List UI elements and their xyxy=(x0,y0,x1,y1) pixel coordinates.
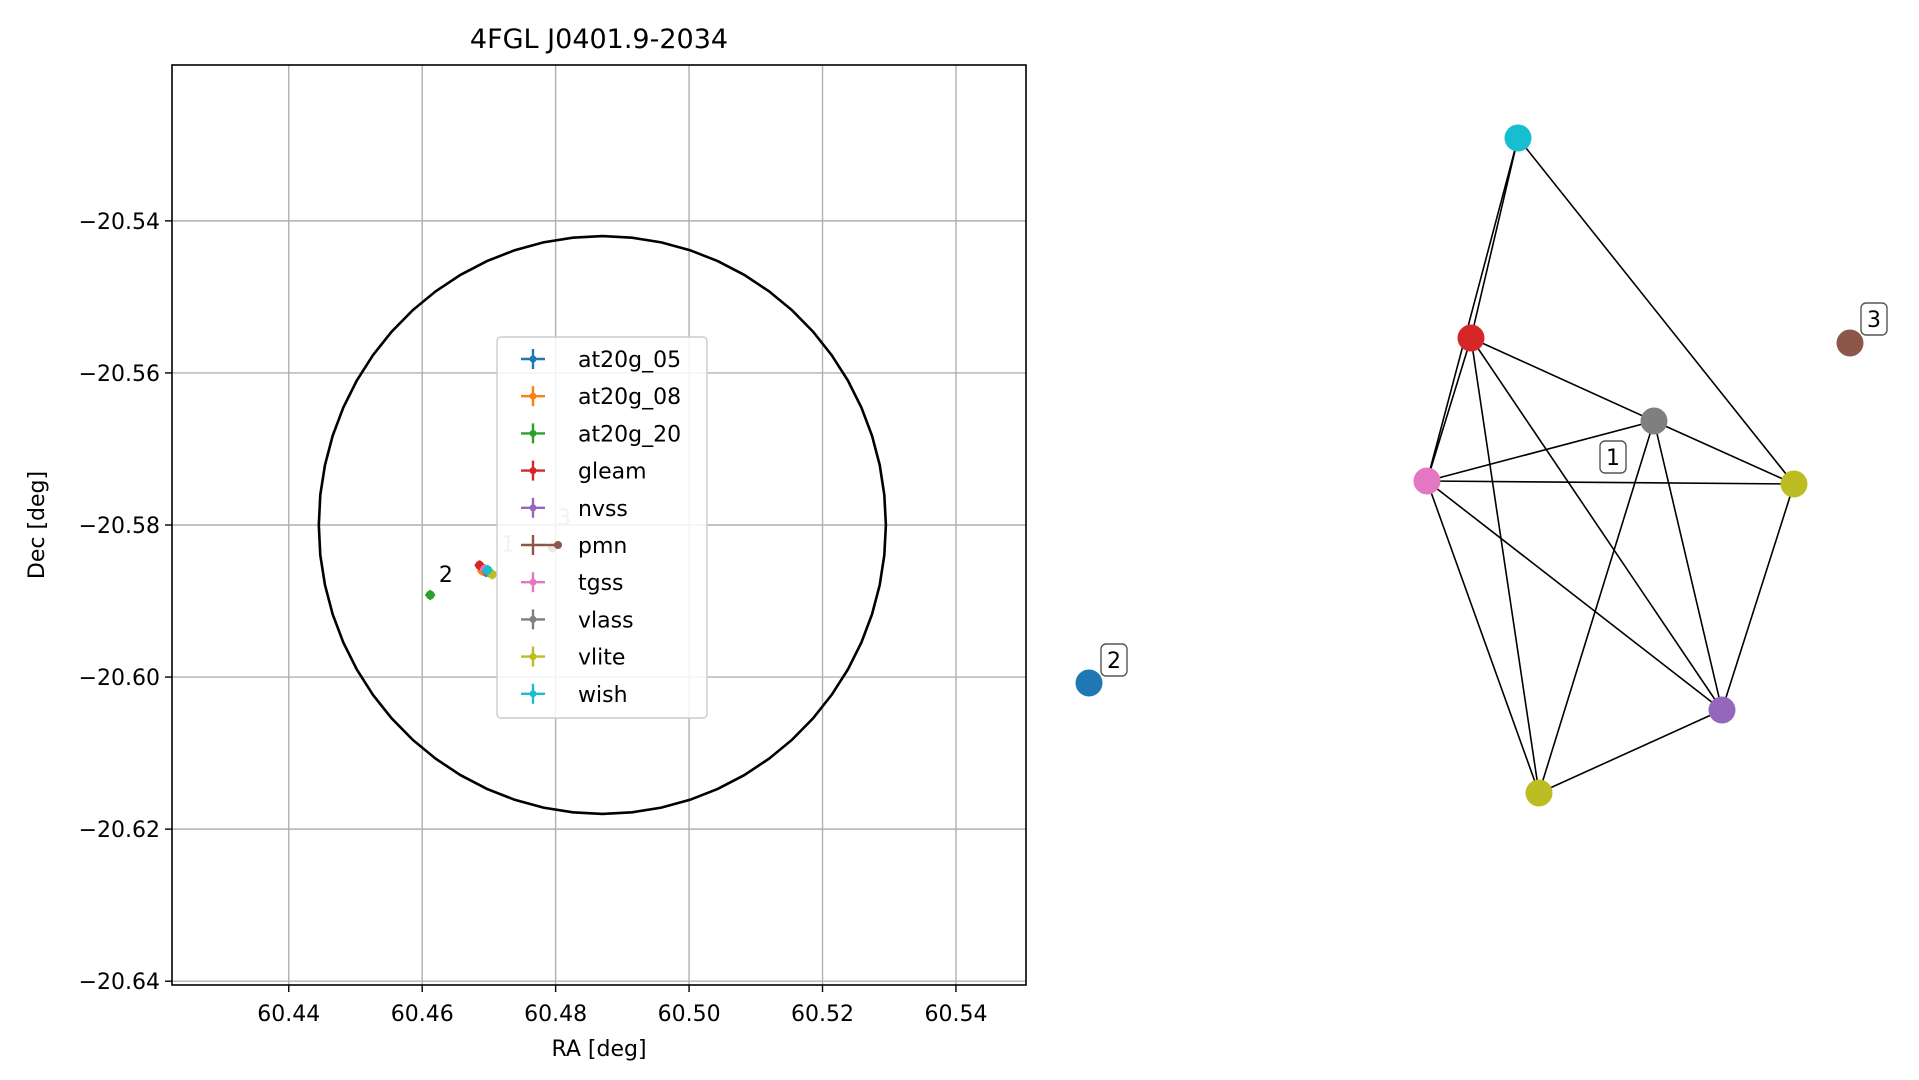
legend-handle-at20g_20-dot xyxy=(529,429,537,437)
y-tick-label: −20.58 xyxy=(79,514,160,539)
legend-label-vlass: vlass xyxy=(578,608,634,633)
legend-label-nvss: nvss xyxy=(578,497,628,522)
edge-gleam-vlite_b xyxy=(1470,337,1540,794)
x-axis-ticks: 60.44 60.46 60.48 60.50 60.52 60.54 xyxy=(257,985,987,1027)
legend-label-at20g_05: at20g_05 xyxy=(578,348,681,373)
node-pmn xyxy=(1836,329,1864,357)
x-tick-label: 60.50 xyxy=(658,1002,721,1027)
network-label-box xyxy=(1100,643,1128,677)
legend-handle-tgss-dot xyxy=(529,578,537,586)
network-label-box xyxy=(1860,302,1888,336)
edge-vlass-nvss xyxy=(1653,420,1723,711)
legend-handle-gleam-dot xyxy=(529,467,537,475)
edge-wish-vlite_a xyxy=(1517,137,1795,485)
legend-label-pmn: pmn xyxy=(578,534,627,559)
legend-handle-vlite-dot xyxy=(529,653,537,661)
y-tick-label: −20.56 xyxy=(79,362,160,387)
node-vlite_a xyxy=(1780,470,1808,498)
y-tick-label: −20.62 xyxy=(79,818,160,843)
node-vlite_b xyxy=(1525,779,1553,807)
point-wish xyxy=(483,565,493,575)
edge-tgss-vlite_a xyxy=(1426,480,1795,485)
edge-gleam-tgss xyxy=(1426,337,1472,482)
y-axis-label: Dec [deg] xyxy=(25,471,50,579)
error-ellipse-path xyxy=(317,234,888,816)
point-at20g_20 xyxy=(425,590,435,600)
edge-vlass-vlite_b xyxy=(1538,420,1655,794)
legend-label-vlite: vlite xyxy=(578,646,625,671)
point-annotation: 2 xyxy=(439,563,453,588)
x-tick-label: 60.46 xyxy=(391,1002,454,1027)
edge-tgss-vlite_b xyxy=(1426,480,1540,794)
chart-title: 4FGL J0401.9-2034 xyxy=(470,24,728,55)
legend-handle-wish-dot xyxy=(529,690,537,698)
node-vlass xyxy=(1640,407,1668,435)
edge-wish-tgss xyxy=(1426,137,1519,482)
network-panel: 1 2 3 xyxy=(1075,124,1888,807)
edge-gleam-vlass xyxy=(1470,337,1655,422)
node-wish xyxy=(1504,124,1532,152)
x-axis-label: RA [deg] xyxy=(551,1037,646,1062)
network-label: 1 xyxy=(1606,446,1620,471)
legend-label-at20g_08: at20g_08 xyxy=(578,385,681,410)
legend-handle-nvss-dot xyxy=(529,504,537,512)
legend-handle-vlass-dot xyxy=(529,615,537,623)
node-at20g xyxy=(1075,669,1103,697)
network-label: 3 xyxy=(1867,308,1881,333)
legend-handle-at20g_08-dot xyxy=(529,392,537,400)
edge-nvss-vlite_b xyxy=(1538,709,1723,794)
edge-tgss-nvss xyxy=(1426,480,1723,711)
node-tgss xyxy=(1413,467,1441,495)
edge-vlite_a-nvss xyxy=(1721,483,1795,711)
y-tick-label: −20.64 xyxy=(79,970,160,995)
x-tick-label: 60.44 xyxy=(257,1002,320,1027)
edge-wish-gleam xyxy=(1470,137,1519,339)
node-nvss xyxy=(1708,696,1736,724)
legend-handle-at20g_05-dot xyxy=(529,355,537,363)
network-edges xyxy=(1426,137,1795,794)
legend-label-tgss: tgss xyxy=(578,571,624,596)
legend-handle-pmn-dot xyxy=(554,541,562,549)
edge-gleam-nvss xyxy=(1470,337,1723,711)
x-tick-label: 60.48 xyxy=(524,1002,587,1027)
data-points xyxy=(425,542,558,600)
edge-vlass-tgss xyxy=(1426,420,1655,482)
network-label: 2 xyxy=(1107,649,1121,674)
legend-box xyxy=(496,336,708,719)
network-label-box xyxy=(1599,440,1627,474)
y-tick-label: −20.54 xyxy=(79,210,160,235)
legend-label-at20g_20: at20g_20 xyxy=(578,422,681,447)
y-tick-label: −20.60 xyxy=(79,666,160,691)
edge-vlass-vlite_a xyxy=(1653,420,1795,485)
network-labels: 1 2 3 xyxy=(1100,302,1888,677)
x-tick-label: 60.52 xyxy=(791,1002,854,1027)
legend-label-wish: wish xyxy=(578,683,628,708)
network-nodes xyxy=(1075,124,1864,807)
x-tick-label: 60.54 xyxy=(924,1002,987,1027)
y-axis-ticks: −20.54 −20.56 −20.58 −20.60 −20.62 −20.64 xyxy=(79,210,172,995)
error-ellipse xyxy=(317,234,888,816)
legend-label-gleam: gleam xyxy=(578,460,647,485)
node-gleam xyxy=(1457,324,1485,352)
